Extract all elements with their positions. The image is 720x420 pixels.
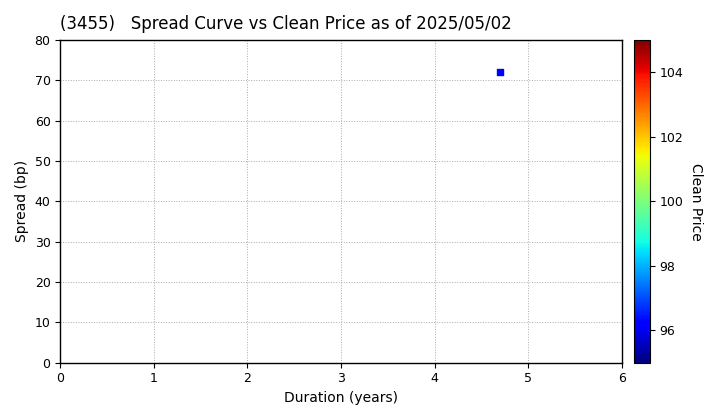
Point (495, 69, 506, 76)
Text: (3455)   Spread Curve vs Clean Price as of 2025/05/02: (3455) Spread Curve vs Clean Price as of… (60, 15, 512, 33)
Y-axis label: Clean Price: Clean Price (689, 163, 703, 240)
X-axis label: Duration (years): Duration (years) (284, 391, 398, 405)
Y-axis label: Spread (bp): Spread (bp) (15, 160, 29, 242)
